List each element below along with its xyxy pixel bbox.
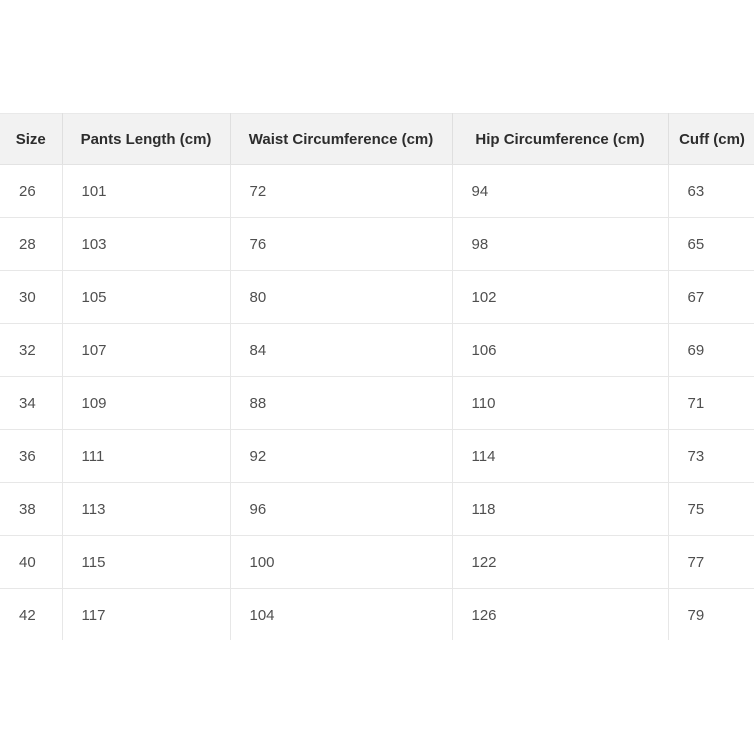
table-cell: 32 (0, 323, 63, 377)
size-chart-header: Size Pants Length (cm) Waist Circumferen… (0, 113, 754, 165)
table-cell: 36 (0, 429, 63, 483)
table-cell: 111 (61, 429, 231, 483)
table-cell: 26 (0, 164, 63, 218)
table-cell: 88 (229, 376, 453, 430)
table-cell: 77 (667, 535, 754, 589)
column-header-hip-circumference: Hip Circumference (cm) (451, 113, 669, 165)
table-cell: 63 (667, 164, 754, 218)
table-cell: 98 (451, 217, 669, 271)
table-cell: 115 (61, 535, 231, 589)
table-cell: 107 (61, 323, 231, 377)
table-cell: 105 (61, 270, 231, 324)
table-row: 36 111 92 114 73 (0, 429, 754, 483)
table-cell: 84 (229, 323, 453, 377)
table-cell: 114 (451, 429, 669, 483)
column-header-waist-circumference: Waist Circumference (cm) (229, 113, 453, 165)
table-row: 30 105 80 102 67 (0, 270, 754, 324)
size-chart-table: Size Pants Length (cm) Waist Circumferen… (0, 113, 754, 640)
table-cell: 102 (451, 270, 669, 324)
column-header-size: Size (0, 113, 63, 165)
table-cell: 72 (229, 164, 453, 218)
table-row: 40 115 100 122 77 (0, 535, 754, 589)
size-chart-body: 26 101 72 94 63 28 103 76 98 65 30 105 80 102 67 32 107 8… (0, 164, 754, 640)
table-cell: 103 (61, 217, 231, 271)
table-row: 26 101 72 94 63 (0, 164, 754, 218)
table-cell: 117 (61, 588, 231, 640)
table-row: 28 103 76 98 65 (0, 217, 754, 271)
table-cell: 110 (451, 376, 669, 430)
table-row: 42 117 104 126 79 (0, 588, 754, 640)
table-cell: 113 (61, 482, 231, 536)
table-row: 38 113 96 118 75 (0, 482, 754, 536)
column-header-pants-length: Pants Length (cm) (61, 113, 231, 165)
table-cell: 126 (451, 588, 669, 640)
table-cell: 106 (451, 323, 669, 377)
table-cell: 100 (229, 535, 453, 589)
table-cell: 122 (451, 535, 669, 589)
table-cell: 94 (451, 164, 669, 218)
table-cell: 80 (229, 270, 453, 324)
size-chart-header-row: Size Pants Length (cm) Waist Circumferen… (0, 113, 754, 165)
table-cell: 71 (667, 376, 754, 430)
table-cell: 76 (229, 217, 453, 271)
table-cell: 79 (667, 588, 754, 640)
table-cell: 96 (229, 482, 453, 536)
column-header-cuff: Cuff (cm) (667, 113, 754, 165)
table-cell: 38 (0, 482, 63, 536)
table-cell: 73 (667, 429, 754, 483)
table-cell: 109 (61, 376, 231, 430)
table-cell: 40 (0, 535, 63, 589)
table-row: 32 107 84 106 69 (0, 323, 754, 377)
size-chart-container: Size Pants Length (cm) Waist Circumferen… (0, 113, 754, 640)
table-cell: 101 (61, 164, 231, 218)
table-cell: 67 (667, 270, 754, 324)
table-cell: 30 (0, 270, 63, 324)
table-cell: 75 (667, 482, 754, 536)
table-cell: 42 (0, 588, 63, 640)
table-cell: 65 (667, 217, 754, 271)
table-row: 34 109 88 110 71 (0, 376, 754, 430)
table-cell: 28 (0, 217, 63, 271)
table-cell: 69 (667, 323, 754, 377)
table-cell: 118 (451, 482, 669, 536)
table-cell: 104 (229, 588, 453, 640)
table-cell: 92 (229, 429, 453, 483)
table-cell: 34 (0, 376, 63, 430)
